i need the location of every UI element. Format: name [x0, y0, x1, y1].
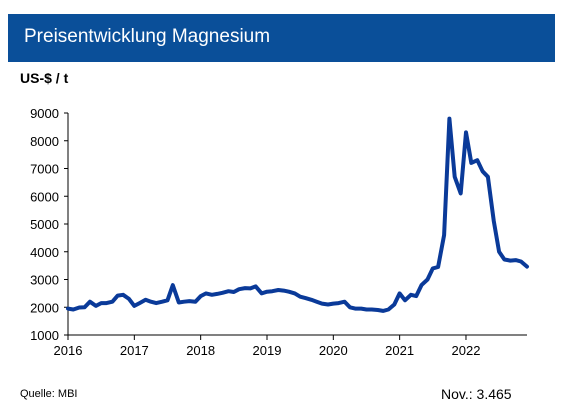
- x-tick-label: 2020: [319, 343, 348, 358]
- x-tick-label: 2017: [120, 343, 149, 358]
- x-tick-label: 2016: [54, 343, 83, 358]
- chart-title: Preisentwicklung Magnesium: [24, 26, 271, 47]
- x-tick-label: 2021: [385, 343, 414, 358]
- y-tick-label: 2000: [30, 300, 59, 315]
- title-bar: Preisentwicklung Magnesium: [8, 14, 555, 62]
- x-tick-label: 2019: [253, 343, 282, 358]
- y-tick-label: 7000: [30, 162, 59, 177]
- y-axis-unit: US-$ / t: [20, 70, 69, 86]
- y-tick-label: 6000: [30, 189, 59, 204]
- x-tick-label: 2022: [452, 343, 481, 358]
- y-tick-label: 5000: [30, 217, 59, 232]
- y-tick-label: 8000: [30, 134, 59, 149]
- source-note: Quelle: MBI: [20, 388, 78, 400]
- y-tick-label: 4000: [30, 245, 59, 260]
- latest-value-note: Nov.: 3.465: [441, 386, 512, 402]
- y-tick-label: 9000: [30, 106, 59, 121]
- y-tick-label: 1000: [30, 328, 59, 343]
- series-line: [66, 116, 529, 313]
- y-tick-label: 3000: [30, 273, 59, 288]
- x-tick-label: 2018: [186, 343, 215, 358]
